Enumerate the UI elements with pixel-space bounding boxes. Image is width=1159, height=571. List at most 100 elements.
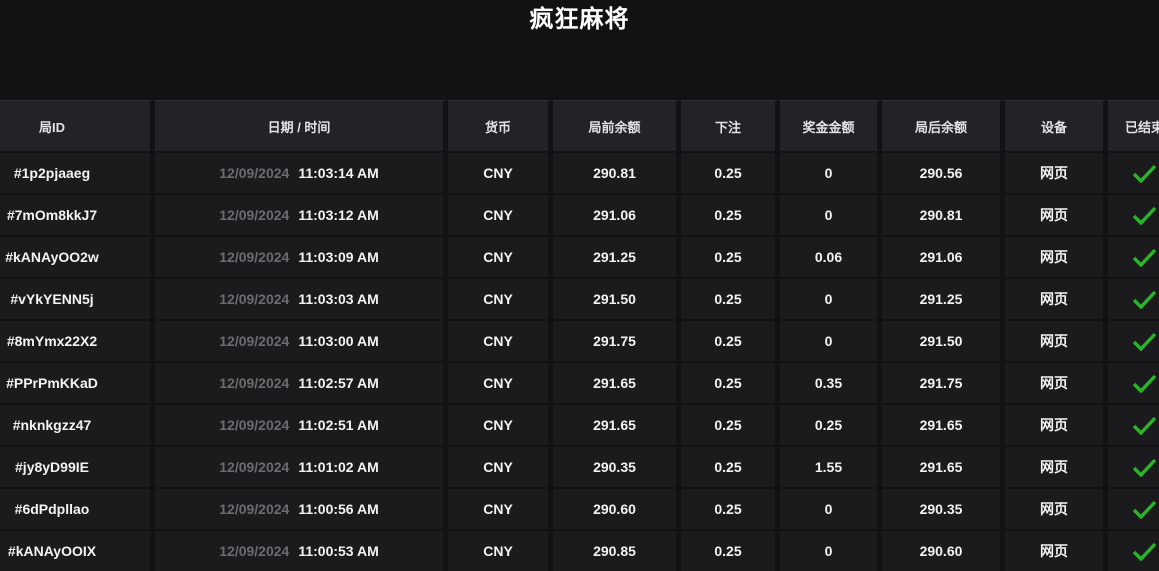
finished-check-icon — [1132, 332, 1157, 351]
date-text: 12/09/2024 — [219, 543, 290, 559]
finished-check-icon — [1132, 248, 1157, 267]
time-text: 11:03:12 AM — [298, 207, 379, 223]
table-row: #8mYmx22X2 12/09/2024 11:03:00 AM CNY 291… — [0, 321, 1159, 363]
cell-device: 网页 — [1005, 405, 1108, 447]
table-row: #jy8yD99IE 12/09/2024 11:01:02 AM CNY 290… — [0, 447, 1159, 489]
cell-bonus-amount: 0 — [780, 195, 882, 237]
cell-date-time: 12/09/2024 11:00:56 AM — [155, 489, 448, 531]
date-text: 12/09/2024 — [219, 291, 290, 307]
cell-balance-after: 291.75 — [882, 363, 1005, 405]
cell-bet: 0.25 — [681, 531, 780, 571]
cell-game-id: #8mYmx22X2 — [0, 321, 155, 363]
table-row: #kANAyOO2w 12/09/2024 11:03:09 AM CNY 291… — [0, 237, 1159, 279]
cell-date-time: 12/09/2024 11:03:12 AM — [155, 195, 448, 237]
cell-balance-before: 291.75 — [553, 321, 681, 363]
cell-device: 网页 — [1005, 489, 1108, 531]
cell-balance-before: 291.06 — [553, 195, 681, 237]
cell-date-time: 12/09/2024 11:03:14 AM — [155, 153, 448, 195]
cell-balance-before: 290.85 — [553, 531, 681, 571]
table-row: #1p2pjaaeg 12/09/2024 11:03:14 AM CNY 290… — [0, 153, 1159, 195]
cell-device: 网页 — [1005, 321, 1108, 363]
cell-bonus-amount: 0 — [780, 531, 882, 571]
cell-game-id: #1p2pjaaeg — [0, 153, 155, 195]
time-text: 11:02:57 AM — [298, 375, 379, 391]
cell-currency: CNY — [448, 363, 553, 405]
cell-bet: 0.25 — [681, 153, 780, 195]
time-text: 11:03:03 AM — [298, 291, 379, 307]
cell-balance-after: 290.60 — [882, 531, 1005, 571]
cell-finished — [1108, 531, 1159, 571]
cell-bonus-amount: 0 — [780, 321, 882, 363]
finished-check-icon — [1132, 164, 1157, 183]
cell-currency: CNY — [448, 195, 553, 237]
cell-game-id: #7mOm8kkJ7 — [0, 195, 155, 237]
cell-date-time: 12/09/2024 11:02:57 AM — [155, 363, 448, 405]
cell-balance-after: 290.35 — [882, 489, 1005, 531]
cell-balance-before: 291.50 — [553, 279, 681, 321]
cell-date-time: 12/09/2024 11:02:51 AM — [155, 405, 448, 447]
page-title: 疯狂麻将 — [529, 6, 630, 33]
cell-currency: CNY — [448, 153, 553, 195]
cell-game-id: #PPrPmKKaD — [0, 363, 155, 405]
cell-bet: 0.25 — [681, 363, 780, 405]
cell-game-id: #jy8yD99IE — [0, 447, 155, 489]
finished-check-icon — [1132, 290, 1157, 309]
date-text: 12/09/2024 — [219, 333, 290, 349]
date-text: 12/09/2024 — [219, 207, 290, 223]
page-header: 疯狂麻将 — [0, 0, 1159, 100]
time-text: 11:00:53 AM — [298, 543, 379, 559]
cell-device: 网页 — [1005, 237, 1108, 279]
column-header-date-time: 日期 / 时间 — [155, 100, 448, 153]
cell-finished — [1108, 237, 1159, 279]
column-header-currency: 货币 — [448, 100, 553, 153]
cell-device: 网页 — [1005, 279, 1108, 321]
cell-currency: CNY — [448, 321, 553, 363]
date-text: 12/09/2024 — [219, 375, 290, 391]
column-header-finished: 已结束 — [1108, 100, 1159, 153]
date-text: 12/09/2024 — [219, 249, 290, 265]
cell-device: 网页 — [1005, 195, 1108, 237]
cell-finished — [1108, 489, 1159, 531]
cell-device: 网页 — [1005, 447, 1108, 489]
cell-finished — [1108, 195, 1159, 237]
cell-bet: 0.25 — [681, 405, 780, 447]
date-text: 12/09/2024 — [219, 501, 290, 517]
table-body: #1p2pjaaeg 12/09/2024 11:03:14 AM CNY 290… — [0, 153, 1159, 571]
cell-bet: 0.25 — [681, 195, 780, 237]
finished-check-icon — [1132, 542, 1157, 561]
cell-balance-before: 291.65 — [553, 363, 681, 405]
finished-check-icon — [1132, 500, 1157, 519]
cell-device: 网页 — [1005, 363, 1108, 405]
cell-device: 网页 — [1005, 153, 1108, 195]
table-row: #6dPdpllao 12/09/2024 11:00:56 AM CNY 290… — [0, 489, 1159, 531]
cell-balance-after: 291.25 — [882, 279, 1005, 321]
cell-bonus-amount: 0.06 — [780, 237, 882, 279]
cell-bonus-amount: 0.35 — [780, 363, 882, 405]
time-text: 11:02:51 AM — [298, 417, 379, 433]
cell-bet: 0.25 — [681, 279, 780, 321]
cell-game-id: #nknkgzz47 — [0, 405, 155, 447]
cell-currency: CNY — [448, 489, 553, 531]
cell-balance-before: 290.60 — [553, 489, 681, 531]
column-header-balance-after: 局后余额 — [882, 100, 1005, 153]
cell-game-id: #kANAyOOIX — [0, 531, 155, 571]
cell-balance-before: 291.65 — [553, 405, 681, 447]
date-text: 12/09/2024 — [219, 459, 290, 475]
cell-currency: CNY — [448, 447, 553, 489]
column-header-balance-before: 局前余额 — [553, 100, 681, 153]
finished-check-icon — [1132, 416, 1157, 435]
time-text: 11:03:09 AM — [298, 249, 379, 265]
cell-currency: CNY — [448, 531, 553, 571]
finished-check-icon — [1132, 458, 1157, 477]
column-header-bet: 下注 — [681, 100, 780, 153]
cell-bonus-amount: 0 — [780, 279, 882, 321]
cell-bet: 0.25 — [681, 489, 780, 531]
cell-balance-after: 291.65 — [882, 447, 1005, 489]
table-row: #PPrPmKKaD 12/09/2024 11:02:57 AM CNY 291… — [0, 363, 1159, 405]
cell-game-id: #kANAyOO2w — [0, 237, 155, 279]
cell-currency: CNY — [448, 237, 553, 279]
cell-balance-after: 291.50 — [882, 321, 1005, 363]
cell-bet: 0.25 — [681, 237, 780, 279]
cell-bonus-amount: 1.55 — [780, 447, 882, 489]
date-text: 12/09/2024 — [219, 417, 290, 433]
